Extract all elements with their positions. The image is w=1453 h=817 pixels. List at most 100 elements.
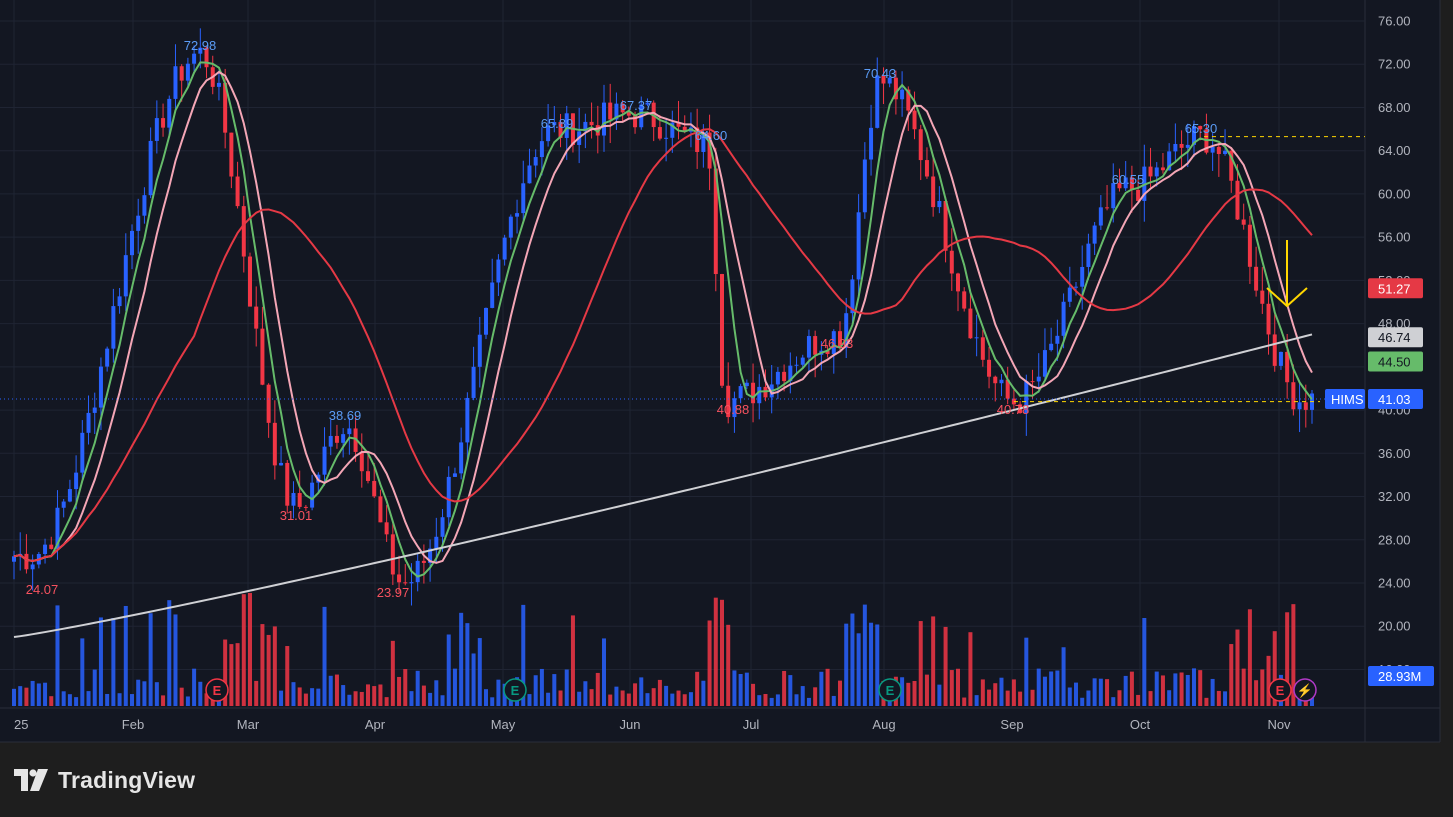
volume-bar [937, 684, 942, 706]
volume-bar [595, 672, 600, 706]
candle-body [1049, 343, 1054, 351]
volume-bar [1160, 675, 1165, 706]
volume-bar [651, 688, 656, 706]
volume-bar [527, 694, 532, 706]
volume-bar [353, 691, 358, 706]
price-tick: 60.00 [1378, 186, 1411, 201]
candle-body [1092, 225, 1097, 244]
candle-body [397, 574, 402, 583]
volume-bar [844, 623, 849, 706]
candle-body [962, 291, 967, 309]
candle-body [1042, 350, 1047, 377]
volume-bar [192, 668, 197, 706]
candle-body [192, 53, 197, 64]
volume-bar [446, 634, 451, 706]
price-tick: 32.00 [1378, 489, 1411, 504]
volume-bar [869, 622, 874, 706]
tradingview-logo[interactable]: TradingView [14, 764, 195, 796]
volume-bar [1123, 675, 1128, 706]
candle-body [968, 308, 973, 339]
volume-bar [123, 605, 128, 706]
candle-body [533, 157, 538, 166]
symbol-tag-bg [1325, 388, 1365, 409]
volume-bar [67, 694, 72, 706]
volume-bar [61, 691, 66, 706]
price-tick: 72.00 [1378, 57, 1411, 72]
volume-bar [968, 632, 973, 706]
volume-bar [223, 639, 228, 706]
price-annotations: 24.07 72.98 31.01 38.69 23.97 65.89 67.37 64.60… [0, 38, 1365, 702]
volume-bar [1210, 678, 1215, 706]
volume-bar [1185, 674, 1190, 706]
candle-body [670, 122, 675, 138]
candle-body [744, 382, 749, 387]
candle-body [378, 496, 383, 523]
candle-body [148, 140, 153, 196]
volume-bar [974, 695, 979, 706]
candle-body [1247, 224, 1252, 267]
time-axis[interactable]: 25 Feb Mar Apr May Jun Jul Aug Sep Oct Nov [14, 717, 1291, 732]
candle-body [434, 536, 439, 549]
volume-bar [639, 677, 644, 706]
price-tick: 76.00 [1378, 14, 1411, 29]
volume-bar [962, 697, 967, 706]
volume-bar [788, 675, 793, 706]
volume-bar [291, 682, 296, 706]
volume-bar [1192, 668, 1196, 706]
candle-body [1024, 381, 1029, 414]
candle-body [664, 137, 669, 139]
volume-bar [43, 682, 48, 706]
volume-bar [266, 634, 271, 706]
candle-body [55, 507, 60, 549]
volume-bar [229, 644, 234, 706]
price-tick: 68.00 [1378, 100, 1411, 115]
candle-body [446, 476, 451, 518]
candle-body [608, 102, 613, 120]
candle-body [1272, 334, 1277, 366]
volume-bar [477, 638, 482, 706]
volume-bar [415, 670, 420, 706]
volume-bar [558, 690, 563, 706]
volume-bar [763, 693, 768, 706]
candle-body [1055, 335, 1060, 344]
volume-bar [334, 674, 339, 706]
candle-body [86, 412, 91, 433]
volume-bar [1074, 682, 1078, 706]
volume-bar [751, 683, 756, 706]
volume-bar [688, 692, 693, 706]
volume-bar [1167, 690, 1172, 706]
volume-bar [496, 679, 501, 706]
volume-bar [241, 594, 246, 706]
candle-body [353, 428, 358, 452]
candle-body [1061, 301, 1066, 336]
candle-body [204, 47, 209, 68]
volume-bar [1067, 687, 1072, 706]
candle-body [24, 553, 29, 570]
candle-body [179, 66, 184, 81]
candle-body [931, 176, 936, 208]
annotation-high-jun: 67.37 [620, 98, 653, 113]
volume-bar [409, 691, 414, 706]
candle-body [185, 63, 190, 81]
moving-averages [13, 61, 1313, 639]
candle-body [850, 279, 855, 314]
volume-bar [136, 679, 141, 706]
candle-body [1167, 151, 1172, 171]
volume-bar [55, 605, 60, 706]
candle-body [732, 398, 737, 418]
candle-body [421, 560, 426, 563]
candle-body [676, 122, 681, 127]
volume-bar [757, 695, 762, 706]
volume-bar [1136, 694, 1141, 706]
candle-body [310, 482, 315, 508]
candle-body [707, 132, 712, 169]
volume-bar [707, 620, 712, 706]
candle-body [620, 103, 625, 113]
ma-white-value: 46.74 [1378, 330, 1411, 345]
earnings-marker-label: E [213, 683, 222, 698]
volume-bar [24, 687, 29, 706]
volume-bar [1105, 679, 1110, 706]
candle-body [521, 183, 526, 214]
candle-body [223, 82, 228, 133]
